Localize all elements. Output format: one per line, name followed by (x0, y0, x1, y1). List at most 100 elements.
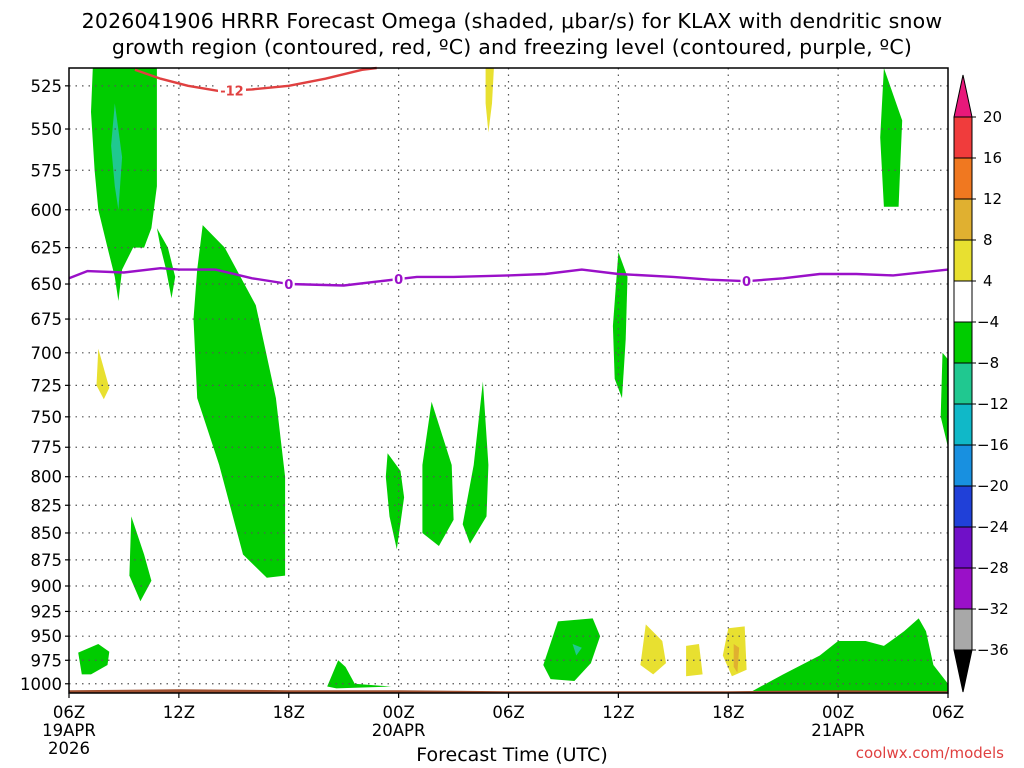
omega-region-2 (156, 228, 176, 299)
x-axis-title: Forecast Time (UTC) (416, 744, 608, 766)
y-tick-label-775: 775 (31, 438, 63, 457)
colorbar-over-arrow (953, 74, 973, 118)
credit-link[interactable]: coolwx.com/models (855, 744, 1004, 762)
x-tick-label-24: 06Z (492, 703, 524, 722)
x-tick-label-42: 00Z (822, 703, 854, 722)
omega-region-13 (572, 644, 582, 656)
contour-layer: 0 0 0 -12 (68, 66, 949, 693)
contour-label-bg (217, 83, 246, 98)
omega-region-14 (640, 624, 666, 675)
omega-region-5 (129, 516, 152, 602)
colorbar-bin-5 (953, 321, 973, 364)
x-tick-label-48: 06Z (932, 703, 964, 722)
x-date-label-18: 20APR (372, 721, 426, 740)
y-tick-label-1000: 1000 (20, 675, 62, 694)
colorbar-label-4: 4 (983, 272, 993, 290)
y-tick-label-900: 900 (31, 577, 63, 596)
omega-region-3 (78, 644, 110, 675)
omega-region-7 (327, 660, 392, 689)
colorbar-label-0: 20 (983, 108, 1002, 126)
colorbar-bin-8 (953, 444, 973, 487)
omega-region-8 (385, 453, 405, 550)
contour-label-bg (392, 272, 405, 287)
omega-region-10 (462, 381, 489, 544)
x-tick-label-6: 12Z (163, 703, 195, 722)
colorbar-bin-9 (953, 485, 973, 528)
colorbar-bin-4 (953, 280, 973, 323)
colorbar-label-8: −16 (977, 436, 1009, 454)
colorbar-label-1: 16 (983, 149, 1002, 167)
colorbar-label-5: −4 (977, 313, 999, 331)
colorbar-label-10: −24 (977, 518, 1009, 536)
omega-region-4 (96, 348, 110, 400)
colorbar-bin-0 (953, 116, 973, 159)
colorbar-label-2: 12 (983, 190, 1002, 208)
y-tick-label-700: 700 (31, 344, 63, 363)
x-date-label-42: 21APR (811, 721, 865, 740)
omega-region-19 (880, 68, 903, 207)
omega-region-11 (485, 68, 494, 133)
colorbar-label-11: −28 (977, 559, 1009, 577)
y-tick-label-925: 925 (31, 602, 63, 621)
y-tick-label-725: 725 (31, 376, 63, 395)
y-tick-label-875: 875 (31, 551, 63, 570)
colorbar-bin-12 (953, 608, 973, 651)
y-tick-label-800: 800 (31, 468, 63, 487)
chart-title-line-2: growth region (contoured, red, ºC) and f… (111, 35, 913, 59)
omega-region-20 (940, 352, 948, 448)
contour-label-bg (740, 274, 753, 289)
freezing-level-label-0: 0 (284, 278, 293, 293)
y-tick-label-750: 750 (31, 408, 63, 427)
colorbar: 20 16 12 8 4 −4 −8 −12 −16 −20 −24 −28 −32 −36 (953, 74, 1009, 693)
grid-layer (69, 68, 948, 693)
omega-region-1 (111, 103, 123, 210)
y-tick-label-950: 950 (31, 627, 63, 646)
omega-region-18 (612, 252, 628, 399)
x-tick-label-36: 18Z (712, 703, 744, 722)
freezing-level-label-1: 0 (394, 273, 403, 288)
colorbar-bin-3 (953, 239, 973, 282)
y-tick-label-650: 650 (31, 275, 63, 294)
omega-region-12 (543, 618, 601, 681)
y-tick-label-550: 550 (31, 120, 63, 139)
x-tick-label-12: 18Z (273, 703, 305, 722)
y-tick-label-600: 600 (31, 201, 63, 220)
y-tick-label-825: 825 (31, 496, 63, 515)
y-tick-label-850: 850 (31, 524, 63, 543)
dgz-minus12-line (134, 66, 377, 93)
omega-region-21 (752, 618, 948, 693)
dgz-label-0: -12 (220, 84, 244, 99)
freezing-level-line (68, 267, 949, 287)
chart-title: 2026041906 HRRR Forecast Omega (shaded, … (0, 8, 1024, 60)
colorbar-bin-11 (953, 567, 973, 610)
axes-layer: 525 550 575 600 625 650 675 700 725 750 775 800 825 8… (20, 67, 964, 758)
colorbar-label-9: −20 (977, 477, 1009, 495)
omega-region-17 (733, 644, 740, 673)
omega-region-6 (193, 225, 286, 578)
freezing-level-label-2: 0 (742, 275, 751, 290)
omega-region-9 (422, 401, 454, 546)
y-tick-label-525: 525 (31, 77, 63, 96)
colorbar-bin-10 (953, 526, 973, 569)
y-tick-label-625: 625 (31, 239, 63, 258)
contour-label-bg (282, 277, 295, 292)
colorbar-label-12: −32 (977, 600, 1009, 618)
colorbar-label-3: 8 (983, 231, 993, 249)
x-tick-label-0: 06Z (53, 703, 85, 722)
colorbar-under-arrow (953, 649, 973, 693)
colorbar-bin-1 (953, 157, 973, 200)
colorbar-label-6: −8 (977, 354, 999, 372)
ground-surface (69, 689, 948, 693)
x-tick-label-30: 12Z (602, 703, 634, 722)
y-tick-label-575: 575 (31, 161, 63, 180)
colorbar-label-7: −12 (977, 395, 1009, 413)
colorbar-bin-6 (953, 362, 973, 405)
chart-title-line-1: 2026041906 HRRR Forecast Omega (shaded, … (81, 9, 943, 33)
y-tick-label-675: 675 (31, 310, 63, 329)
x-tick-label-18: 00Z (382, 703, 414, 722)
x-year-label: 2026 (48, 739, 90, 758)
colorbar-label-13: −36 (977, 641, 1009, 659)
omega-shading-layer (78, 68, 948, 693)
omega-region-0 (91, 68, 157, 301)
